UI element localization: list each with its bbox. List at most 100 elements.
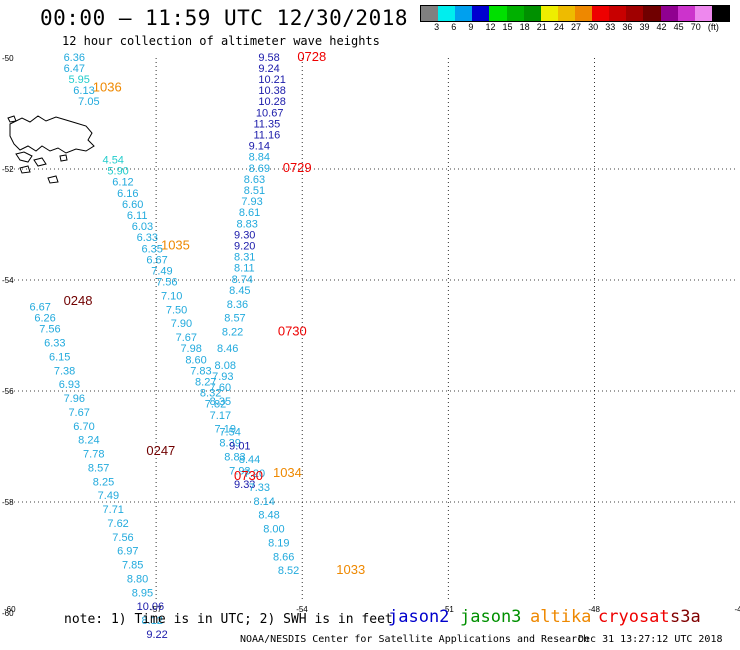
swh-value: 6.13 [73, 85, 94, 97]
wave-height-points: 6.366.475.956.137.05 4.545.906.126.166.60… [29, 52, 299, 641]
swh-value: 8.69 [249, 163, 270, 175]
swh-value: 5.95 [68, 74, 89, 86]
swh-value: 6.67 [146, 254, 167, 266]
swh-value: 6.26 [34, 313, 55, 325]
swh-value: 6.15 [49, 351, 70, 363]
swh-value: 7.54 [219, 426, 240, 438]
swh-value: 8.39 [219, 438, 240, 450]
latitude-label: -52 [2, 165, 14, 174]
swh-value: 10.38 [258, 85, 286, 97]
swh-value: 8.84 [249, 152, 270, 164]
swh-value: 6.03 [132, 221, 153, 233]
color-scale-label: 70 [690, 22, 701, 32]
swh-value: 9.58 [258, 52, 279, 64]
swh-value: 6.60 [122, 199, 143, 211]
color-swatch [711, 6, 729, 21]
color-swatch [574, 6, 593, 21]
swh-value: 8.57 [88, 462, 109, 474]
color-scale-label: 36 [622, 22, 633, 32]
swh-value: 6.11 [127, 210, 148, 222]
satellite-legend-item: altika [530, 607, 592, 627]
swh-value: 8.12 [141, 615, 162, 627]
swh-value: 8.44 [239, 454, 260, 466]
swh-value: 6.33 [137, 232, 158, 244]
swh-value: 6.35 [141, 243, 162, 255]
satellite-legend-item: jason2 [388, 607, 450, 627]
color-scale-label: 21 [536, 22, 547, 32]
swh-value: 11.16 [254, 129, 281, 141]
swh-value: 7.49 [151, 265, 172, 277]
color-scale-label: 30 [588, 22, 599, 32]
swh-value: 8.83 [236, 218, 257, 230]
swh-value: 7.93 [229, 465, 250, 477]
swh-value: 10.21 [258, 74, 286, 86]
swh-value: 8.25 [93, 476, 114, 488]
swh-value: 7.96 [64, 393, 85, 405]
swh-value: 8.00 [263, 524, 284, 536]
color-scale-label: 9 [468, 22, 474, 32]
swh-value: 8.57 [224, 313, 245, 325]
color-scale-label: 42 [656, 22, 667, 32]
color-swatch [506, 6, 524, 21]
pass-time-label: 0730 [234, 468, 263, 483]
longitude-label: -57 [150, 605, 162, 614]
timestamp-text: Dec 31 13:27:12 UTC 2018 [578, 634, 723, 645]
swh-value: 7.67 [68, 407, 89, 419]
latitude-label: -56 [2, 387, 14, 396]
swh-value: 7.05 [78, 96, 99, 108]
swh-value: 8.27 [195, 376, 216, 388]
pass-time-labels: 1036 0728 0729 1035 0248 0730 0247 1034 0730 1033 [64, 49, 366, 577]
swh-value: 4.54 [103, 154, 124, 166]
color-scale-label: 12 [485, 22, 496, 32]
color-scale-bar [420, 5, 730, 22]
swh-value: 7.78 [83, 449, 104, 461]
color-swatch [694, 6, 712, 21]
latitude-label: -60 [2, 609, 14, 618]
color-swatch [455, 6, 473, 21]
swh-value: 7.67 [176, 332, 197, 344]
swh-value: 11.35 [254, 118, 281, 130]
pass-time-label: 0728 [297, 49, 326, 64]
pass-time-label: 1034 [273, 465, 302, 480]
swh-value: 8.60 [185, 354, 206, 366]
pass-time-label: 0730 [278, 324, 307, 339]
swh-value: 8.80 [127, 573, 148, 585]
swh-value: 8.08 [215, 360, 236, 372]
swh-value: 8.46 [217, 343, 238, 355]
swh-value: 8.24 [78, 435, 99, 447]
swh-value: 7.20 [244, 468, 265, 480]
swh-value: 8.32 [200, 388, 221, 400]
swh-value: 8.48 [258, 510, 279, 522]
swh-value: 9.24 [258, 63, 279, 75]
color-scale-labels: 3 6 9 12 15 18 21 24 27 30 33 36 39 42 45 70 (ft) [420, 22, 738, 34]
swh-value: 8.95 [132, 587, 153, 599]
credit-text: NOAA/NESDIS Center for Satellite Applica… [240, 634, 590, 645]
swh-value: 8.52 [278, 565, 299, 577]
swh-value: 7.50 [166, 304, 187, 316]
pass-time-label: 0247 [146, 443, 175, 458]
swh-value: 10.67 [256, 107, 284, 119]
swh-value: 7.33 [249, 482, 270, 494]
map-grid: -60 -57 -54 -51 -48 -45 -50 -52 -54 -56 -58 -60 [2, 54, 740, 618]
swh-value: 6.16 [117, 188, 138, 200]
swh-value: 7.71 [103, 504, 124, 516]
swh-value: 8.51 [244, 185, 265, 197]
pass-time-label: 1036 [93, 79, 122, 94]
color-swatch [626, 6, 644, 21]
swh-value: 7.90 [171, 318, 192, 330]
longitude-label: -45 [735, 605, 740, 614]
color-scale-label: 18 [519, 22, 530, 32]
swh-value: 7.10 [161, 290, 182, 302]
color-swatch [677, 6, 695, 21]
swh-value: 9.20 [234, 240, 255, 252]
swh-value: 8.45 [229, 285, 250, 297]
swh-value: 7.62 [107, 518, 128, 530]
color-scale-label: 45 [673, 22, 684, 32]
color-scale-label: 27 [571, 22, 582, 32]
swh-value: 7.85 [122, 560, 143, 572]
swh-value: 9.01 [229, 440, 250, 452]
swh-value: 10.28 [258, 96, 286, 108]
swh-value: 7.49 [98, 490, 119, 502]
color-swatch [592, 6, 610, 21]
